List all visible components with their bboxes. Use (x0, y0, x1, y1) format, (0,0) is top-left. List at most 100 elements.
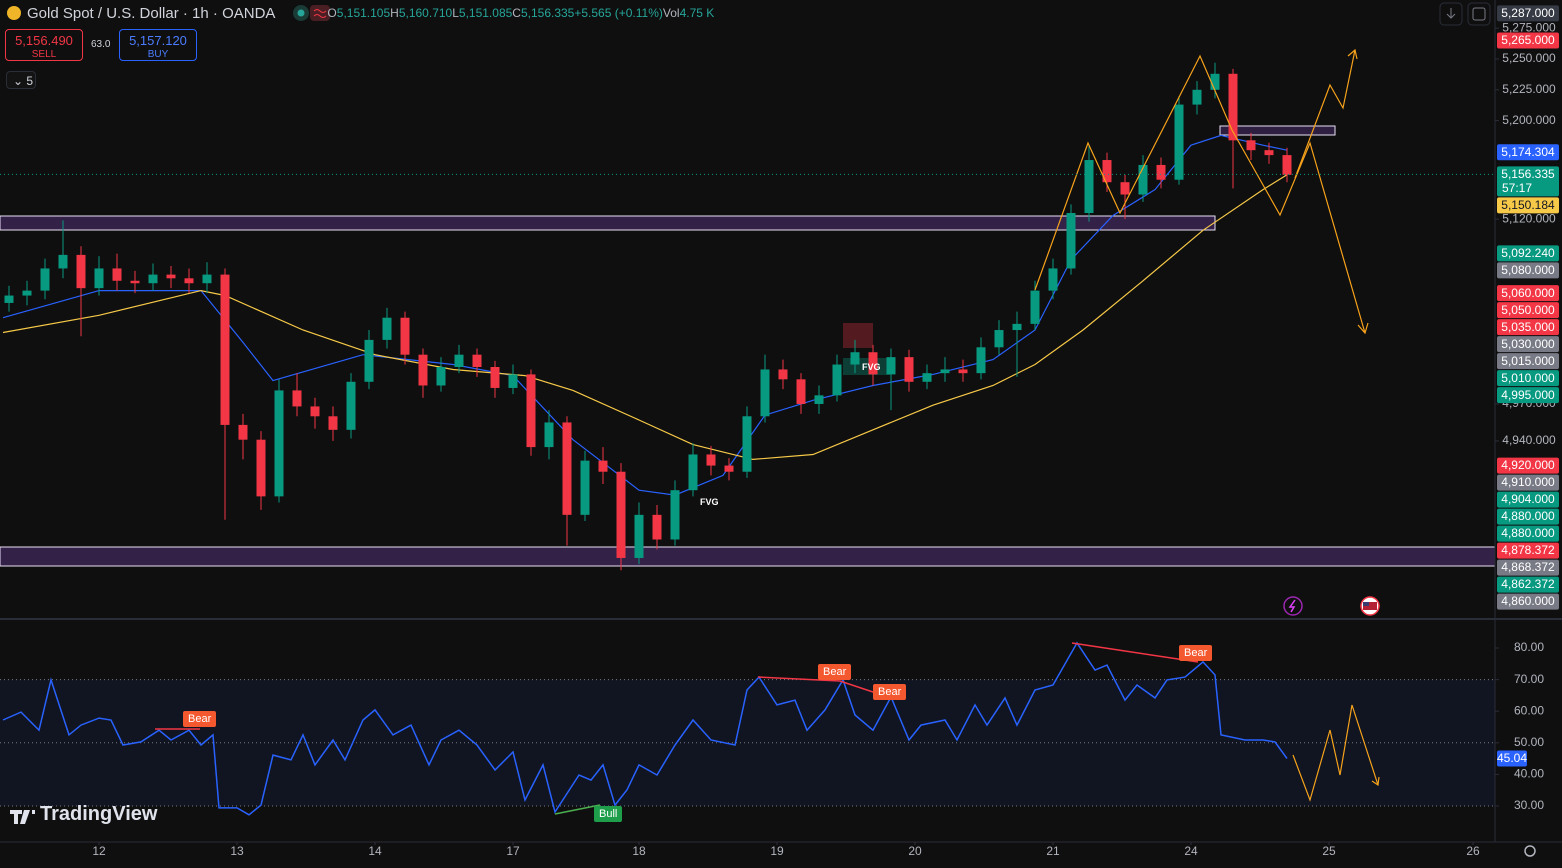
zone (0, 215, 1216, 231)
toolbar-button[interactable] (1467, 2, 1491, 26)
price-badge (1497, 576, 1559, 593)
price-badge (1497, 542, 1559, 559)
candle-body (580, 460, 590, 515)
candle-body (382, 317, 392, 340)
candle-body (76, 254, 86, 289)
x-tick-label: 17 (506, 844, 520, 858)
ohlc-value: 5,151.105 (336, 6, 391, 20)
candle-body (1120, 182, 1130, 195)
candle-body (418, 354, 428, 386)
y-tick-label: 50.00 (1514, 735, 1544, 749)
divergence-label: Bear (1179, 645, 1213, 661)
candle-body (634, 514, 644, 558)
candle-body (1264, 150, 1274, 156)
price-badge-label: 4,910.000 (1501, 475, 1555, 489)
candle-body (94, 268, 104, 289)
event-icon[interactable] (1283, 596, 1303, 616)
flag-glyph (1363, 602, 1377, 610)
y-tick-label: 5,200.000 (1502, 113, 1556, 127)
symbol-title: Gold Spot / U.S. Dollar · 1h · OANDA (27, 4, 276, 22)
price-badge (1497, 353, 1559, 370)
divergence-label: Bear (818, 664, 852, 680)
price-badge-label: 5,080.000 (1501, 263, 1555, 277)
arrowhead (1357, 322, 1369, 335)
rsi-value-label: 45.04 (1497, 751, 1527, 765)
candle-body (1156, 164, 1166, 180)
price-badge-label: 4,868.372 (1501, 560, 1555, 574)
candle-body (184, 278, 194, 284)
candle-body (814, 395, 824, 404)
projection-drawing (1294, 49, 1356, 179)
price-badge-label: 4,995.000 (1501, 388, 1555, 402)
toolbar-button[interactable] (1439, 2, 1463, 26)
candle-body (202, 274, 212, 284)
fvg-label: FVG (700, 497, 719, 507)
buy-price: 5,157.120 (129, 33, 187, 48)
candle-body (562, 422, 572, 515)
x-tick-label: 18 (632, 844, 646, 858)
price-badge-label: 4,860.000 (1501, 594, 1555, 608)
price-badge-label: 5,050.000 (1501, 303, 1555, 317)
bar-countdown: 57:17 (1502, 181, 1532, 195)
y-tick-label: 5,250.000 (1502, 51, 1556, 65)
price-badge (1497, 302, 1559, 319)
price-badge (1497, 5, 1559, 22)
candle-body (976, 347, 986, 374)
event-icon-glyph (1288, 599, 1296, 613)
ohlc-value: 5,160.710 (398, 6, 453, 20)
y-tick-label: 80.00 (1514, 640, 1544, 654)
sell-button[interactable]: 5,156.490 SELL (5, 29, 83, 61)
x-tick-label: 24 (1184, 844, 1198, 858)
candle-body (364, 339, 374, 382)
candle-body (472, 354, 482, 368)
sell-price: 5,156.490 (15, 33, 73, 48)
price-badge (1497, 474, 1559, 491)
ohlc-value: 5,151.085 (458, 6, 513, 20)
candle-body (850, 352, 860, 365)
candle-body (994, 330, 1004, 348)
y-tick-label: 70.00 (1514, 672, 1544, 686)
price-badge (1497, 32, 1559, 49)
divergence-line (1071, 642, 1199, 663)
price-badge-label: 5,010.000 (1501, 371, 1555, 385)
buy-label: BUY (147, 49, 169, 60)
candle-body (1210, 73, 1220, 90)
price-badge-label: 4,862.372 (1501, 577, 1555, 591)
candle-body (868, 352, 878, 375)
price-badge (1497, 336, 1559, 353)
candle-body (1066, 213, 1076, 269)
candle-body (238, 424, 248, 440)
candle-body (886, 357, 896, 375)
candle-body (670, 490, 680, 540)
divergence-label: Bull (594, 806, 623, 822)
fvg-box (843, 323, 873, 348)
candle-body (328, 416, 338, 430)
x-tick-label: 20 (908, 844, 922, 858)
marks-layer (0, 62, 1495, 816)
candle-body (454, 354, 464, 368)
price-badge-label: 5,150.184 (1501, 198, 1555, 212)
candle-body (274, 390, 284, 497)
price-badge (1497, 197, 1559, 214)
indicator-toggle[interactable]: ⌄ 5 (6, 71, 36, 89)
candle-body (346, 381, 356, 430)
price-badge-label: 5,174.304 (1501, 145, 1555, 159)
toolbar-glyph (1446, 8, 1456, 19)
fvg-label: FVG (862, 362, 881, 372)
price-badge (1497, 319, 1559, 336)
candle-body (1246, 140, 1256, 151)
price-badge-label: 5,092.240 (1501, 246, 1555, 260)
spread: 63.0 (91, 39, 111, 50)
buy-button[interactable]: 5,157.120 BUY (119, 29, 197, 61)
brand-logo (10, 810, 35, 824)
candle-body (490, 367, 500, 388)
candle-body (256, 439, 266, 497)
settings-button[interactable] (1524, 845, 1536, 857)
candle-body (1102, 160, 1112, 183)
candle-body (616, 471, 626, 558)
ohlc-key: H (390, 6, 399, 20)
status-dot (297, 9, 305, 17)
divergence-label: Bear (873, 684, 907, 700)
